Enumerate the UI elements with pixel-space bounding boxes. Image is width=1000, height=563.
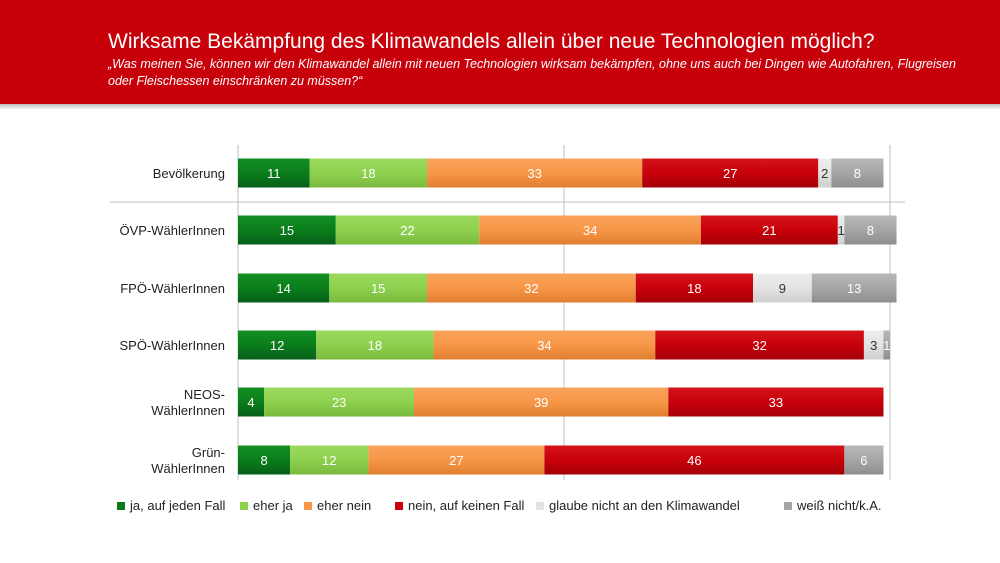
legend-swatch: [395, 502, 403, 510]
bar-segment: [837, 215, 845, 245]
data-label: 3: [870, 338, 877, 353]
legend-swatch: [536, 502, 544, 510]
data-label: 34: [583, 223, 597, 238]
bar-segment: [818, 158, 832, 188]
bar-segment: [238, 330, 317, 360]
bar-segment: [642, 158, 819, 188]
data-label: 2: [821, 166, 828, 181]
data-label: 46: [687, 453, 701, 468]
category-label: NEOS-WählerInnen: [151, 387, 225, 418]
data-label: 12: [322, 453, 336, 468]
data-label: 8: [854, 166, 861, 181]
bar-segment: [753, 273, 812, 303]
data-label: 39: [534, 395, 548, 410]
bar-segment: [309, 158, 428, 188]
data-label: 33: [527, 166, 541, 181]
data-label: 4: [247, 395, 254, 410]
bar-segment: [863, 330, 884, 360]
bar-segment: [479, 215, 701, 245]
bar-segment: [290, 445, 369, 475]
data-label: 8: [867, 223, 874, 238]
chart-subtitle: „Was meinen Sie, können wir den Klimawan…: [108, 57, 956, 88]
legend-swatch: [240, 502, 248, 510]
legend-swatch: [784, 502, 792, 510]
bar-segment: [433, 330, 656, 360]
data-label: 18: [368, 338, 382, 353]
data-label: 18: [361, 166, 375, 181]
legend-swatch: [117, 502, 125, 510]
bar-segment: [668, 387, 884, 417]
header-band: [0, 0, 1000, 104]
bar-segment: [238, 387, 265, 417]
legend-label: weiß nicht/k.A.: [796, 498, 882, 513]
header-shadow: [0, 104, 1000, 110]
bar-segment: [368, 445, 545, 475]
bar-segment: [844, 445, 884, 475]
data-label: 9: [779, 281, 786, 296]
data-label: 1: [837, 223, 844, 238]
legend-label: nein, auf keinen Fall: [408, 498, 524, 513]
data-label: 32: [524, 281, 538, 296]
data-label: 14: [276, 281, 290, 296]
bar-segment: [655, 330, 864, 360]
bar-segment: [238, 273, 330, 303]
data-label: 21: [762, 223, 776, 238]
category-label: Grün-WählerInnen: [151, 445, 225, 476]
legend-swatch: [304, 502, 312, 510]
category-label: FPÖ-WählerInnen: [120, 281, 225, 296]
bar-segment: [238, 158, 310, 188]
data-label: 6: [860, 453, 867, 468]
data-label: 8: [260, 453, 267, 468]
data-label: 27: [723, 166, 737, 181]
data-label: 13: [847, 281, 861, 296]
data-label: 15: [280, 223, 294, 238]
data-label: 23: [332, 395, 346, 410]
data-label: 32: [752, 338, 766, 353]
bar-segment: [238, 215, 336, 245]
bar-segment: [427, 273, 636, 303]
data-label: 1: [883, 338, 890, 353]
category-label: Bevölkerung: [153, 166, 225, 181]
data-label: 15: [371, 281, 385, 296]
bar-segment: [831, 158, 884, 188]
category-label: SPÖ-WählerInnen: [120, 338, 226, 353]
bar-segment: [635, 273, 754, 303]
bar-segment: [883, 330, 890, 360]
legend-label: eher nein: [317, 498, 371, 513]
data-label: 22: [400, 223, 414, 238]
data-label: 34: [537, 338, 551, 353]
bar-segment: [264, 387, 415, 417]
data-label: 27: [449, 453, 463, 468]
bar-segment: [414, 387, 669, 417]
data-label: 11: [267, 166, 281, 181]
legend-label: glaube nicht an den Klimawandel: [549, 498, 740, 513]
bar-segment: [811, 273, 897, 303]
bar-segment: [329, 273, 428, 303]
category-label: ÖVP-WählerInnen: [120, 223, 226, 238]
bar-segment: [238, 445, 291, 475]
legend-label: ja, auf jeden Fall: [129, 498, 226, 513]
bar-segment: [544, 445, 845, 475]
chart-title: Wirksame Bekämpfung des Klimawandels all…: [108, 30, 875, 53]
bar-segment: [844, 215, 897, 245]
data-label: 18: [687, 281, 701, 296]
bar-segment: [700, 215, 838, 245]
data-label: 33: [769, 395, 783, 410]
bar-segment: [316, 330, 434, 360]
bar-segment: [335, 215, 480, 245]
data-label: 12: [270, 338, 284, 353]
bar-segment: [427, 158, 643, 188]
legend-label: eher ja: [253, 498, 294, 513]
